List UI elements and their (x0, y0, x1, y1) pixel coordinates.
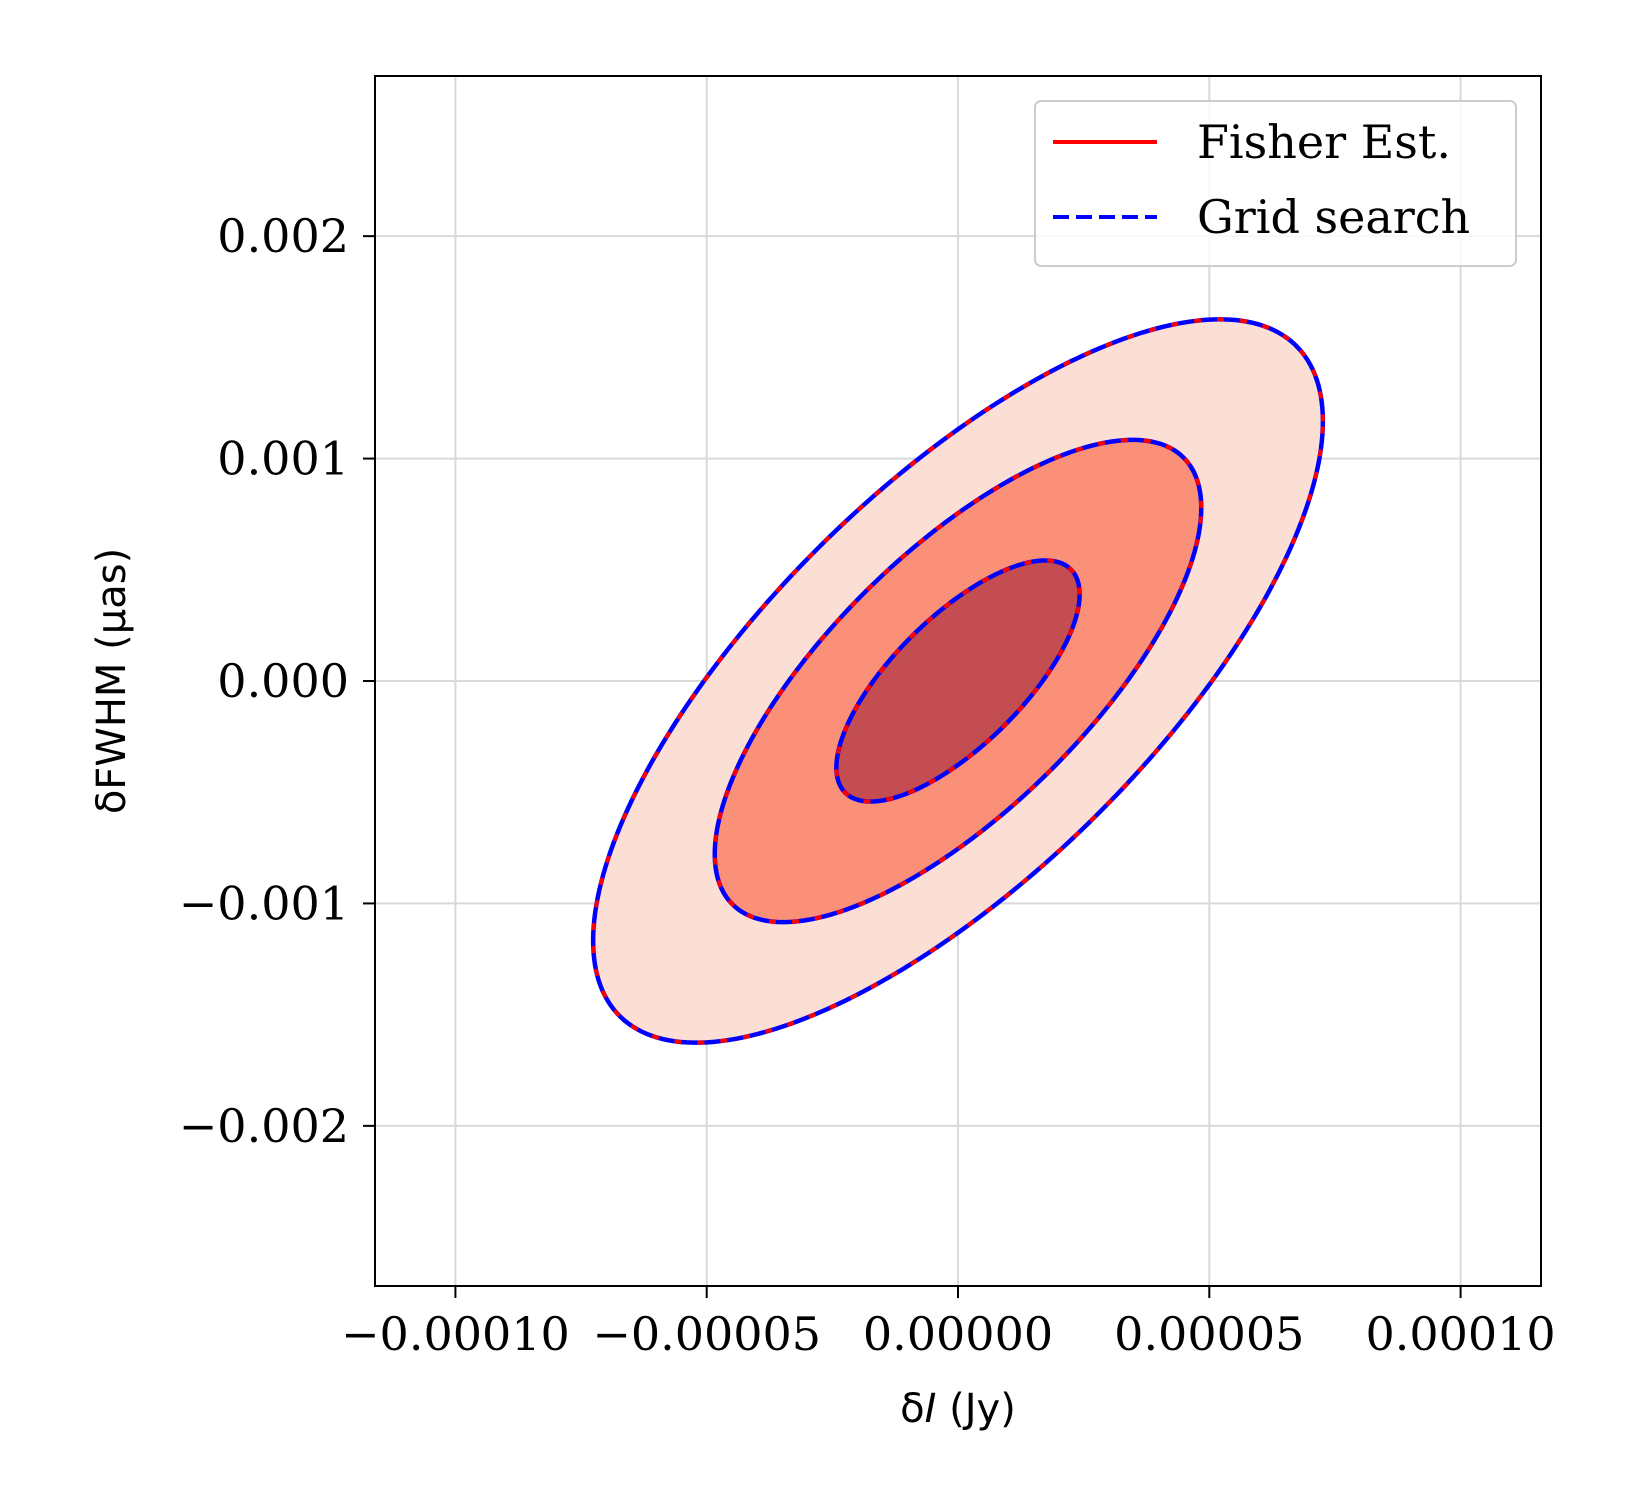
x-tick-label: −0.00010 (341, 1307, 570, 1361)
x-tick-label: 0.00010 (1365, 1307, 1555, 1361)
y-tick-label: 0.000 (217, 654, 349, 708)
legend-label-fisher: Fisher Est. (1197, 115, 1451, 169)
x-axis-label-unit: (Jy) (936, 1386, 1015, 1432)
fisher-contour-1sigma (834, 558, 1082, 804)
fisher-contour-3sigma (591, 317, 1325, 1045)
y-tick-label: 0.002 (217, 209, 349, 263)
x-axis-label-var: I (925, 1386, 937, 1432)
contour-fill-1sigma (836, 560, 1080, 802)
x-axis-label-prefix: δ (900, 1386, 924, 1432)
contour-lines (590, 317, 1326, 1045)
y-tick-label: −0.002 (179, 1099, 349, 1153)
y-tick-label: 0.001 (217, 432, 349, 486)
fisher-contour-2sigma (712, 437, 1204, 925)
legend: Fisher Est. Grid search (1034, 100, 1517, 267)
y-axis-label: δFWHM (μas) (89, 548, 135, 814)
x-tick-label: 0.00000 (863, 1307, 1053, 1361)
x-tick-label: 0.00005 (1114, 1307, 1304, 1361)
contour-fills (593, 319, 1323, 1043)
axis-ticks: −0.00010 −0.00005 0.00000 0.00005 0.00010 −0.… (179, 209, 1556, 1361)
x-tick-label: −0.00005 (592, 1307, 821, 1361)
x-axis-label: δI (Jy) (900, 1386, 1016, 1432)
y-tick-label: −0.001 (179, 876, 349, 930)
legend-label-grid: Grid search (1197, 190, 1470, 244)
